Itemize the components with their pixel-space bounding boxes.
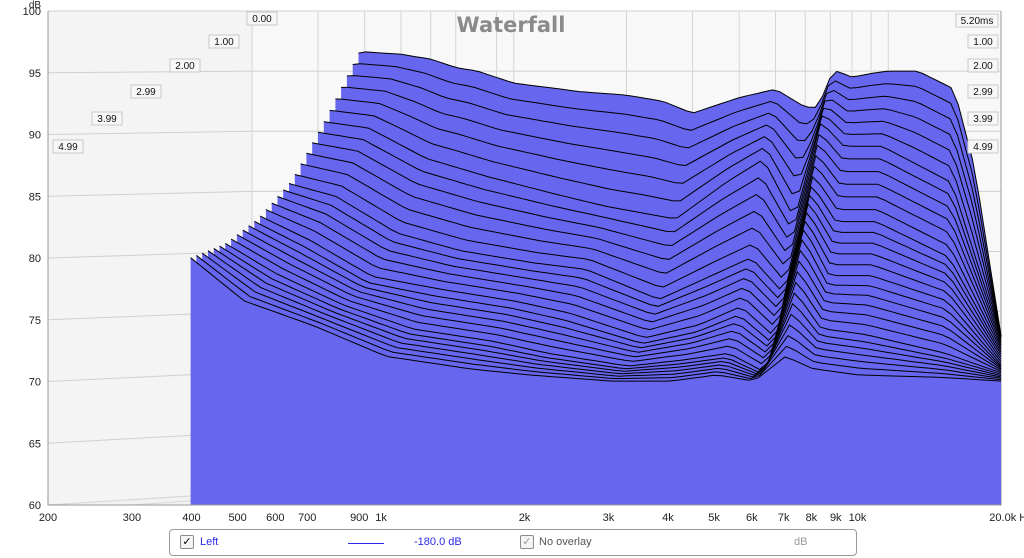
y-tick-label: 75 xyxy=(29,315,41,327)
waterfall-slice-line xyxy=(219,245,1002,375)
time-tick-box-left xyxy=(52,139,84,154)
waterfall-slice-line xyxy=(265,209,1002,363)
waterfall-slice-line xyxy=(190,257,1002,382)
waterfall-slice-line xyxy=(254,220,1002,367)
waterfall-slice-line xyxy=(346,75,1002,337)
time-tick-box-right xyxy=(955,13,999,28)
overlay-unit: dB xyxy=(794,536,808,548)
waterfall-slice-line xyxy=(201,252,1002,379)
waterfall-slice-fill xyxy=(190,257,1001,505)
x-tick-label: 8k xyxy=(806,512,818,524)
waterfall-slice-line xyxy=(283,189,1002,355)
waterfall-slice-line xyxy=(294,174,1002,350)
left-series-label: Left xyxy=(200,536,219,548)
waterfall-slice-line xyxy=(288,183,1002,353)
y-tick-label: 65 xyxy=(29,438,41,450)
chart-title: Waterfall xyxy=(457,13,566,37)
time-tick-box-left xyxy=(169,58,201,73)
x-tick-label: 1k xyxy=(375,512,387,524)
time-tick-label-left: 0.00 xyxy=(252,14,272,25)
waterfall-chart: 60 65 70 75 80 85 90 95 100 200 300 400 500 600 700 900… xyxy=(23,0,1024,524)
time-tick-label-right: 3.99 xyxy=(973,114,993,125)
waterfall-slice-line xyxy=(329,109,1002,338)
time-tick-box-right xyxy=(967,84,999,99)
time-tick-box-right xyxy=(967,139,999,154)
waterfall-slice-line xyxy=(312,142,1002,343)
x-tick-label: 500 xyxy=(228,512,246,524)
waterfall-slice-line xyxy=(225,242,1002,374)
x-tick-label: 4k xyxy=(662,512,674,524)
time-tick-box-right xyxy=(967,34,999,49)
x-tick-label: 20.0k Hz xyxy=(989,512,1024,524)
waterfall-slice-line xyxy=(306,152,1002,346)
left-series-checkbox[interactable]: ✓ xyxy=(180,535,194,549)
waterfall-slice-line xyxy=(196,255,1002,381)
x-tick-label: 900 xyxy=(350,512,368,524)
overlay-checkbox[interactable]: ✓ xyxy=(520,535,534,549)
x-tick-label: 2k xyxy=(519,512,531,524)
time-tick-box-right xyxy=(967,111,999,126)
x-tick-label: 3k xyxy=(603,512,615,524)
waterfall-slice-line xyxy=(207,250,1002,378)
time-tick-label-right: 1.00 xyxy=(973,37,993,48)
waterfall-slice-line xyxy=(248,225,1002,368)
waterfall-slice-line xyxy=(230,238,1002,372)
y-axis-unit: dB xyxy=(29,0,42,11)
time-tick-box-left xyxy=(91,111,123,126)
time-tick-label-left: 1.00 xyxy=(214,37,234,48)
time-tick-label-right: 2.00 xyxy=(973,61,993,72)
waterfall-slice-line xyxy=(317,131,1002,341)
x-tick-label: 200 xyxy=(39,512,57,524)
waterfall-slice-line xyxy=(323,121,1002,338)
time-tick-box-left xyxy=(246,11,278,26)
time-tick-label-right: 5.20ms xyxy=(961,16,994,27)
legend-bar: ✓ Left -180.0 dB ✓ No overlay dB xyxy=(169,529,857,556)
x-tick-label: 10k xyxy=(849,512,867,524)
time-tick-box-left xyxy=(208,34,240,49)
x-tick-label: 700 xyxy=(298,512,316,524)
y-tick-label: 80 xyxy=(29,253,41,265)
time-tick-label-left: 3.99 xyxy=(97,114,117,125)
time-tick-box-right xyxy=(967,58,999,73)
waterfall-slice-line xyxy=(352,63,1002,337)
time-tick-label-left: 2.00 xyxy=(175,61,195,72)
x-tick-label: 5k xyxy=(708,512,720,524)
time-tick-box-left xyxy=(130,84,162,99)
y-tick-label: 90 xyxy=(29,130,41,142)
time-tick-label-left: 2.99 xyxy=(136,87,156,98)
y-tick-label: 70 xyxy=(29,377,41,389)
waterfall-slice-line xyxy=(259,215,1002,365)
left-series-value: -180.0 dB xyxy=(414,536,462,548)
waterfall-slice-line xyxy=(213,247,1002,377)
time-tick-label-right: 2.99 xyxy=(973,87,993,98)
time-tick-label-left: 4.99 xyxy=(58,142,78,153)
chart-frame xyxy=(47,11,1002,506)
waterfall-slice-line xyxy=(271,202,1002,360)
y-tick-label: 100 xyxy=(23,6,41,18)
waterfall-slice-line xyxy=(236,234,1002,371)
x-tick-label: 600 xyxy=(266,512,284,524)
y-tick-label: 60 xyxy=(29,500,41,512)
x-tick-label: 300 xyxy=(123,512,141,524)
waterfall-slice-line xyxy=(341,86,1002,337)
x-tick-label: 7k xyxy=(778,512,790,524)
waterfall-slice-line xyxy=(358,51,1002,336)
time-tick-label-right: 4.99 xyxy=(973,142,993,153)
x-tick-label: 9k xyxy=(830,512,842,524)
overlay-label: No overlay xyxy=(539,536,592,548)
y-tick-label: 85 xyxy=(29,191,41,203)
y-tick-label: 95 xyxy=(29,68,41,80)
left-series-line-sample xyxy=(348,543,384,544)
waterfall-slice-line xyxy=(335,98,1002,337)
waterfall-slice-line xyxy=(277,196,1002,358)
waterfall-slice-line xyxy=(300,163,1002,348)
x-tick-label: 400 xyxy=(182,512,200,524)
waterfall-slice-line xyxy=(242,229,1002,370)
x-tick-label: 6k xyxy=(746,512,758,524)
